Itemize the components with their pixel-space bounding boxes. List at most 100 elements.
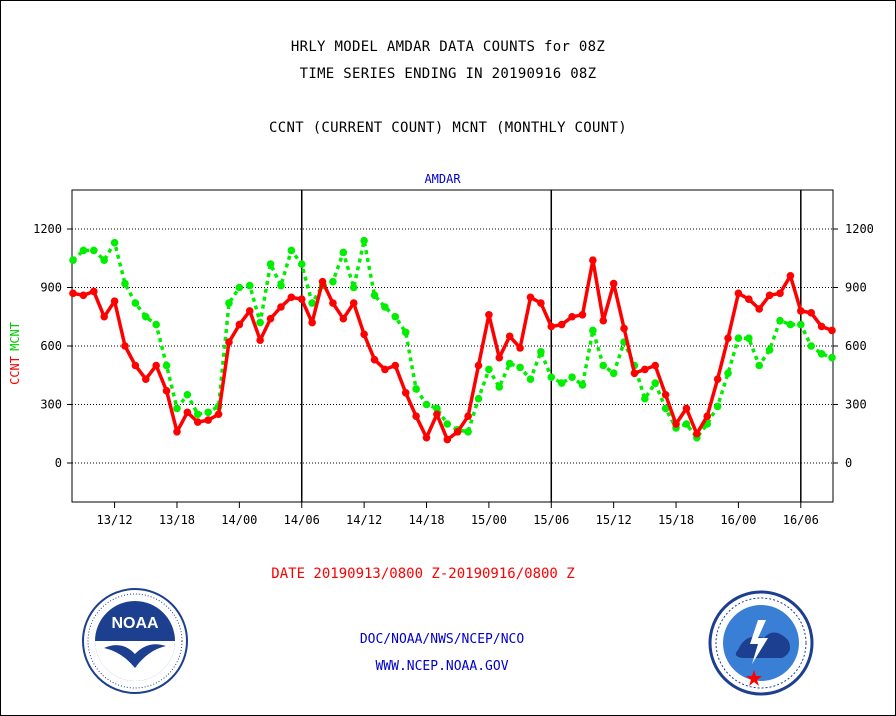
data-point-mcnt bbox=[745, 334, 753, 343]
data-point-mcnt bbox=[131, 299, 140, 307]
data-point-ccnt bbox=[204, 416, 212, 424]
data-point-mcnt bbox=[422, 400, 431, 409]
y-tick-label-left: 1200 bbox=[33, 222, 62, 236]
data-point-mcnt bbox=[661, 404, 670, 413]
data-point-ccnt bbox=[682, 404, 691, 413]
data-point-mcnt bbox=[537, 348, 545, 356]
data-point-mcnt bbox=[485, 365, 493, 374]
data-point-ccnt bbox=[734, 289, 743, 298]
data-point-ccnt bbox=[464, 412, 472, 421]
label-layer: 0 0 300 300 600 600 900 900 1200 1200 13/12 13/18 14… bbox=[33, 172, 874, 527]
data-point-ccnt bbox=[183, 408, 192, 417]
data-point-ccnt bbox=[422, 433, 431, 442]
chart-subtitle: CCNT (CURRENT COUNT) MCNT (MONTHLY COUNT… bbox=[269, 120, 627, 136]
y-tick-label-right: 900 bbox=[845, 281, 867, 295]
y-axis-label-mcnt: MCNT bbox=[8, 322, 22, 351]
x-tick-label: 15/00 bbox=[471, 513, 507, 527]
data-point-mcnt bbox=[589, 326, 597, 335]
data-point-ccnt bbox=[568, 312, 576, 321]
data-point-ccnt bbox=[485, 311, 493, 319]
x-tick-label: 14/12 bbox=[346, 513, 382, 527]
data-point-ccnt bbox=[131, 361, 140, 370]
data-point-ccnt bbox=[703, 412, 712, 421]
data-point-mcnt bbox=[89, 246, 98, 255]
data-point-ccnt bbox=[776, 289, 784, 298]
data-point-mcnt bbox=[412, 385, 420, 393]
data-point-mcnt bbox=[495, 383, 504, 391]
data-point-ccnt bbox=[297, 295, 306, 304]
data-point-mcnt bbox=[474, 394, 483, 403]
data-point-mcnt bbox=[516, 363, 524, 372]
data-point-ccnt bbox=[474, 361, 483, 370]
data-point-ccnt bbox=[661, 390, 670, 399]
data-point-mcnt bbox=[183, 390, 192, 399]
data-point-ccnt bbox=[339, 314, 348, 323]
noaa-logo-icon: NOAA bbox=[82, 588, 188, 694]
data-point-mcnt bbox=[443, 420, 452, 428]
axis-layer bbox=[67, 189, 838, 508]
data-point-ccnt bbox=[360, 330, 368, 339]
data-point-ccnt bbox=[651, 361, 660, 370]
data-point-ccnt bbox=[433, 410, 441, 419]
y-tick-label-right: 300 bbox=[845, 398, 867, 412]
data-point-ccnt bbox=[557, 320, 566, 329]
data-point-mcnt bbox=[162, 361, 171, 370]
data-point-mcnt bbox=[349, 283, 358, 292]
data-point-ccnt bbox=[755, 305, 764, 313]
data-point-mcnt bbox=[193, 410, 202, 419]
y-tick-label-right: 600 bbox=[845, 339, 867, 353]
data-point-mcnt bbox=[121, 279, 129, 288]
data-point-mcnt bbox=[391, 312, 400, 321]
footer-url: WWW.NCEP.NOAA.GOV bbox=[375, 659, 509, 674]
data-point-ccnt bbox=[256, 336, 264, 344]
data-point-ccnt bbox=[370, 355, 379, 364]
y-tick-label-left: 600 bbox=[40, 339, 62, 353]
x-tick-label: 13/12 bbox=[97, 513, 133, 527]
data-point-ccnt bbox=[100, 312, 108, 321]
data-point-ccnt bbox=[495, 353, 504, 362]
data-point-ccnt bbox=[349, 299, 358, 307]
data-point-mcnt bbox=[464, 428, 472, 436]
data-point-ccnt bbox=[516, 344, 524, 352]
data-point-mcnt bbox=[578, 381, 587, 389]
data-point-ccnt bbox=[308, 318, 316, 327]
data-point-ccnt bbox=[537, 299, 545, 307]
data-point-ccnt bbox=[401, 389, 410, 397]
x-tick-label: 13/18 bbox=[159, 513, 195, 527]
data-point-mcnt bbox=[100, 256, 108, 265]
data-point-ccnt bbox=[599, 316, 608, 325]
data-point-mcnt bbox=[110, 238, 119, 247]
y-axis-label-group: CCNT MCNT bbox=[8, 322, 22, 392]
data-point-mcnt bbox=[433, 404, 441, 413]
data-point-ccnt bbox=[589, 256, 597, 265]
y-tick-label-left: 0 bbox=[55, 456, 62, 470]
x-tick-label: 16/00 bbox=[720, 513, 756, 527]
data-point-ccnt bbox=[89, 287, 98, 296]
data-point-mcnt bbox=[557, 379, 566, 387]
data-point-mcnt bbox=[765, 346, 774, 354]
data-point-mcnt bbox=[568, 373, 576, 382]
data-point-ccnt bbox=[79, 291, 88, 300]
data-point-mcnt bbox=[256, 318, 264, 327]
data-point-ccnt bbox=[266, 314, 275, 323]
data-point-mcnt bbox=[797, 320, 805, 329]
data-point-mcnt bbox=[505, 359, 514, 368]
data-point-ccnt bbox=[391, 361, 400, 370]
data-point-mcnt bbox=[599, 361, 608, 370]
data-point-mcnt bbox=[755, 361, 764, 370]
data-point-mcnt bbox=[329, 277, 337, 286]
data-point-mcnt bbox=[713, 402, 722, 411]
data-point-ccnt bbox=[693, 429, 701, 438]
data-point-ccnt bbox=[381, 365, 389, 374]
series-layer bbox=[69, 236, 836, 444]
data-point-ccnt bbox=[235, 320, 244, 329]
data-point-ccnt bbox=[329, 299, 337, 307]
data-point-mcnt bbox=[734, 334, 743, 343]
data-point-mcnt bbox=[277, 281, 285, 290]
data-point-mcnt bbox=[204, 408, 212, 417]
date-range-label: DATE 20190913/0800 Z-20190916/0800 Z bbox=[271, 566, 575, 582]
y-tick-label-left: 300 bbox=[40, 398, 62, 412]
data-point-ccnt bbox=[141, 375, 150, 383]
x-tick-label: 15/06 bbox=[533, 513, 569, 527]
